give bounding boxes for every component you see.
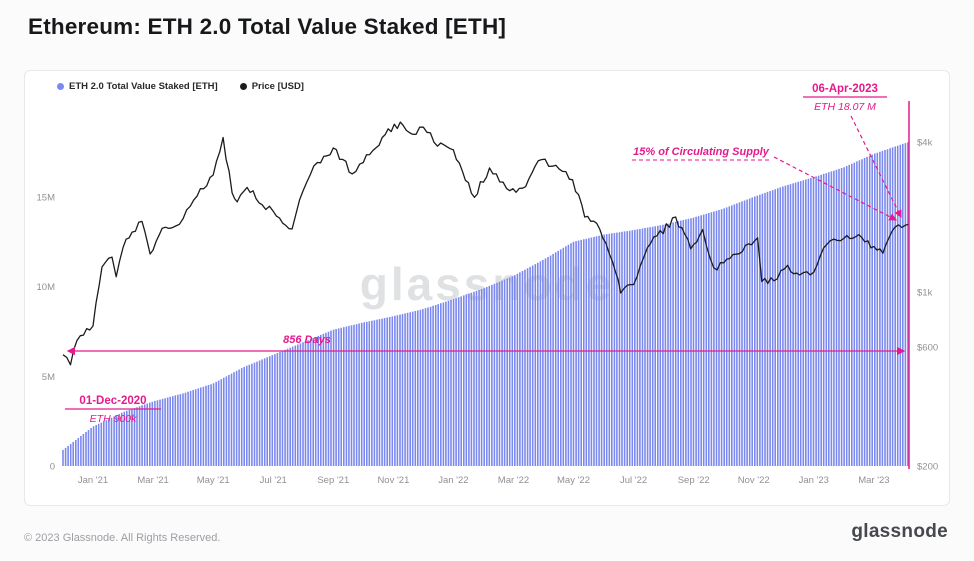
x-tick-label: Jan '23 [799, 475, 829, 486]
x-tick-label: Nov '21 [377, 475, 409, 486]
y-right-tick-label: $4k [917, 138, 933, 149]
staked-series-dot-icon [57, 83, 64, 90]
legend-item-staked[interactable]: ETH 2.0 Total Value Staked [ETH] [57, 81, 218, 92]
end-value-label: ETH 18.07 M [814, 101, 876, 113]
x-tick-label: Jan '22 [438, 475, 468, 486]
x-tick-label: Nov '22 [738, 475, 770, 486]
duration-label: 856 Days [283, 334, 331, 346]
end-callout-connector [850, 115, 902, 219]
footer-copyright: © 2023 Glassnode. All Rights Reserved. [24, 532, 221, 544]
supply-note-connector [773, 156, 898, 221]
y-right-tick-label: $200 [917, 462, 938, 473]
x-tick-label: Sep '22 [678, 475, 710, 486]
y-right-tick-label: $1k [917, 288, 933, 299]
x-tick-label: May '22 [557, 475, 590, 486]
x-tick-label: Mar '23 [858, 475, 889, 486]
staked-bars-series [62, 142, 909, 466]
x-tick-label: May '21 [197, 475, 230, 486]
legend-item-price[interactable]: Price [USD] [239, 81, 304, 92]
price-line-series [62, 121, 910, 366]
supply-note-label: 15% of Circulating Supply [633, 146, 770, 158]
series-layer [62, 121, 910, 466]
x-tick-label: Mar '21 [137, 475, 168, 486]
axes-layer: Jan '21 Mar '21 May '21 Jul '21 Sep '21 Nov '… [37, 138, 939, 487]
y-left-tick-label: 15M [37, 192, 56, 203]
start-date-label: 01-Dec-2020 [79, 395, 146, 407]
chart-card: ETH 2.0 Total Value Staked [ETH] Price [… [24, 70, 950, 506]
y-left-tick-label: 10M [37, 282, 56, 293]
x-tick-label: Jan '21 [78, 475, 108, 486]
end-date-label: 06-Apr-2023 [812, 83, 878, 95]
y-right-tick-label: $600 [917, 343, 938, 354]
chart-legend: ETH 2.0 Total Value Staked [ETH] Price [… [57, 81, 304, 92]
y-left-tick-label: 5M [42, 372, 55, 383]
legend-item-staked-label: ETH 2.0 Total Value Staked [ETH] [69, 81, 218, 92]
price-series-dot-icon [239, 83, 247, 90]
x-tick-label: Jul '22 [620, 475, 647, 486]
start-value-label: ETH 900k [90, 413, 137, 425]
glassnode-logo: glassnode [851, 521, 948, 542]
annotations-layer: 06-Apr-2023 ETH 18.07 M 15% of Circulating… [65, 83, 910, 469]
y-left-tick-label: 0 [50, 462, 55, 473]
x-tick-label: Mar '22 [498, 475, 529, 486]
page-title: Ethereum: ETH 2.0 Total Value Staked [ET… [28, 14, 507, 39]
legend-item-price-label: Price [USD] [251, 81, 304, 92]
chart-canvas[interactable]: Jan '21 Mar '21 May '21 Jul '21 Sep '21 Nov '… [25, 71, 951, 495]
x-tick-label: Jul '21 [260, 475, 287, 486]
x-tick-label: Sep '21 [317, 475, 349, 486]
